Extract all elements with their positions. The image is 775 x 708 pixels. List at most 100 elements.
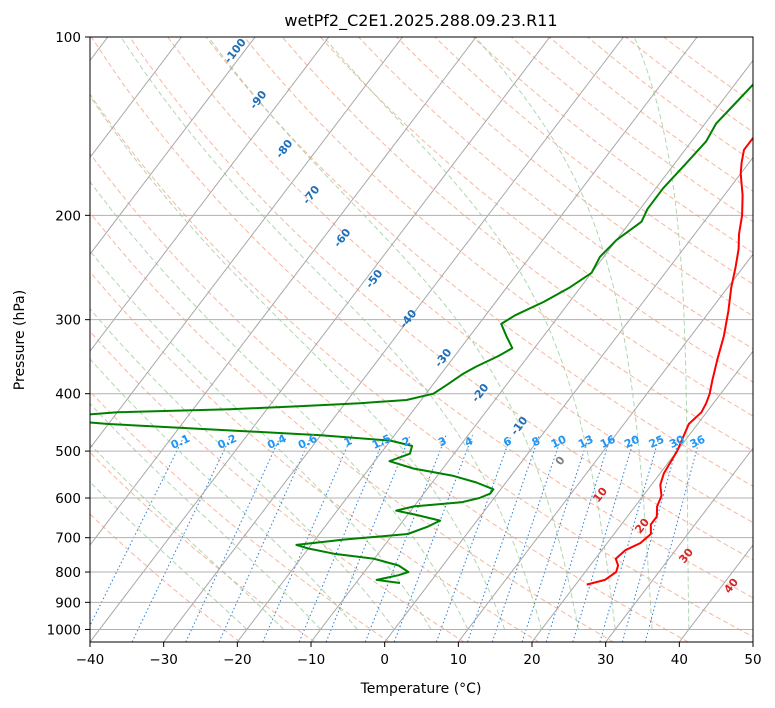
- dry-adiabat: [205, 37, 753, 487]
- y-tick-label: 900: [55, 595, 81, 611]
- isotherm: [90, 37, 330, 353]
- mixing-ratio-line: [521, 435, 590, 642]
- moist-adiabat: [323, 37, 616, 630]
- mixing-ratio-label: 25: [647, 433, 666, 451]
- dry-adiabat: [358, 37, 753, 350]
- mixing-ratio-line: [131, 434, 232, 642]
- dry-adiabat: [90, 37, 753, 599]
- mixing-ratio-label: 0.2: [216, 432, 239, 452]
- mixing-ratio-line: [325, 435, 411, 642]
- dry-adiabat: [90, 93, 753, 638]
- isotherm: [90, 37, 403, 450]
- x-axis: −40 −30 −20 −10 0 10 20 30 40 50: [76, 642, 762, 668]
- isotherm-label: -70: [300, 183, 323, 207]
- isotherm: [531, 350, 753, 642]
- moist-adiabat: [90, 250, 432, 630]
- moist-adiabat: [207, 37, 579, 630]
- moist-adiabat: [90, 308, 395, 630]
- y-tick-label: 400: [55, 387, 81, 403]
- mixing-ratio-label: 1: [342, 434, 354, 449]
- y-tick-label: 300: [55, 313, 81, 329]
- isotherm: [163, 37, 624, 642]
- y-tick-label: 600: [55, 491, 81, 507]
- moist-adiabat: [120, 37, 542, 630]
- background-lines: [90, 37, 753, 642]
- x-tick-label: 10: [450, 652, 467, 668]
- dry-adiabat: [434, 37, 753, 285]
- mixing-ratio-label: 2: [400, 434, 412, 449]
- x-tick-label: −20: [223, 652, 252, 668]
- moist-adiabat: [90, 358, 358, 630]
- mixing-ratio-line: [435, 435, 512, 642]
- y-axis: 100 200 300 400 500 600 700 800 900 1000: [47, 30, 90, 638]
- isotherm: [90, 37, 551, 642]
- isotherm-label: -50: [363, 267, 386, 291]
- mixing-ratio-label: 0.1: [169, 432, 192, 452]
- dry-adiabat: [90, 330, 465, 642]
- mixing-ratio-line: [364, 435, 447, 642]
- isotherm: [605, 447, 753, 642]
- chart-title: wetPf2_C2E1.2025.288.09.23.R11: [284, 11, 557, 31]
- mixing-ratio-line: [393, 435, 473, 642]
- moist-adiabat: [633, 37, 690, 630]
- isotherm-label: 40: [721, 576, 741, 596]
- moist-adiabat: [90, 481, 248, 630]
- x-tick-label: 0: [380, 652, 389, 668]
- x-tick-label: −40: [76, 652, 105, 668]
- dry-adiabat: [129, 37, 753, 561]
- isotherm-label: -60: [331, 226, 354, 250]
- x-tick-label: 50: [744, 652, 761, 668]
- dry-adiabat: [90, 271, 540, 642]
- x-tick-label: −10: [297, 652, 326, 668]
- mixing-ratio-line: [644, 435, 702, 642]
- mixing-ratio-label: 1.5: [370, 432, 393, 452]
- moist-adiabat: [90, 443, 285, 630]
- isotherm: [90, 37, 477, 546]
- y-axis-label: Pressure (hPa): [12, 290, 28, 390]
- dry-adiabat: [90, 513, 241, 642]
- isotherm: [310, 59, 753, 642]
- moist-adiabat: [90, 402, 321, 630]
- mixing-ratio-label: 6: [501, 434, 514, 449]
- y-tick-label: 500: [55, 444, 81, 460]
- dry-adiabat: [281, 37, 753, 417]
- mixing-ratio-label: 20: [622, 433, 642, 451]
- y-tick-label: 200: [55, 208, 81, 224]
- mixing-ratio-line: [262, 435, 353, 642]
- dry-adiabat: [510, 37, 753, 223]
- moist-adiabat: [475, 37, 653, 630]
- moist-adiabat: [90, 95, 506, 630]
- isotherm: [457, 253, 753, 642]
- dewpoint-line: [90, 83, 753, 584]
- isotherm-label: -10: [508, 414, 531, 438]
- isotherm-label: 0: [553, 454, 568, 468]
- mixing-ratio-label: 4: [463, 434, 476, 449]
- isotherm-label: -20: [469, 381, 492, 405]
- y-tick-label: 800: [55, 565, 81, 581]
- dry-adiabat: [90, 390, 390, 642]
- dry-adiabat: [320, 37, 753, 383]
- mixing-ratio-line: [491, 435, 563, 642]
- mixing-ratio-line: [467, 435, 540, 642]
- profile-lines: [90, 83, 753, 586]
- isotherm: [90, 37, 182, 159]
- isotherm: [752, 641, 753, 642]
- isotherm: [678, 544, 753, 642]
- x-tick-label: 40: [671, 652, 688, 668]
- mixing-ratio-label: 30: [667, 433, 687, 451]
- plot-frame: [89, 36, 754, 643]
- mixing-ratio-label: 16: [598, 433, 618, 451]
- dry-adiabat: [90, 211, 614, 642]
- temperature-line: [586, 136, 753, 586]
- dry-adiabat: [167, 37, 753, 524]
- mixing-ratio-line: [545, 435, 612, 642]
- mixing-ratio-label: 13: [576, 433, 595, 451]
- x-tick-label: −30: [149, 652, 178, 668]
- isotherm-label: 10: [590, 485, 610, 505]
- isotherm: [384, 156, 753, 642]
- dry-adiabat: [90, 451, 315, 642]
- dry-adiabat: [548, 37, 753, 192]
- isotherm: [236, 37, 698, 642]
